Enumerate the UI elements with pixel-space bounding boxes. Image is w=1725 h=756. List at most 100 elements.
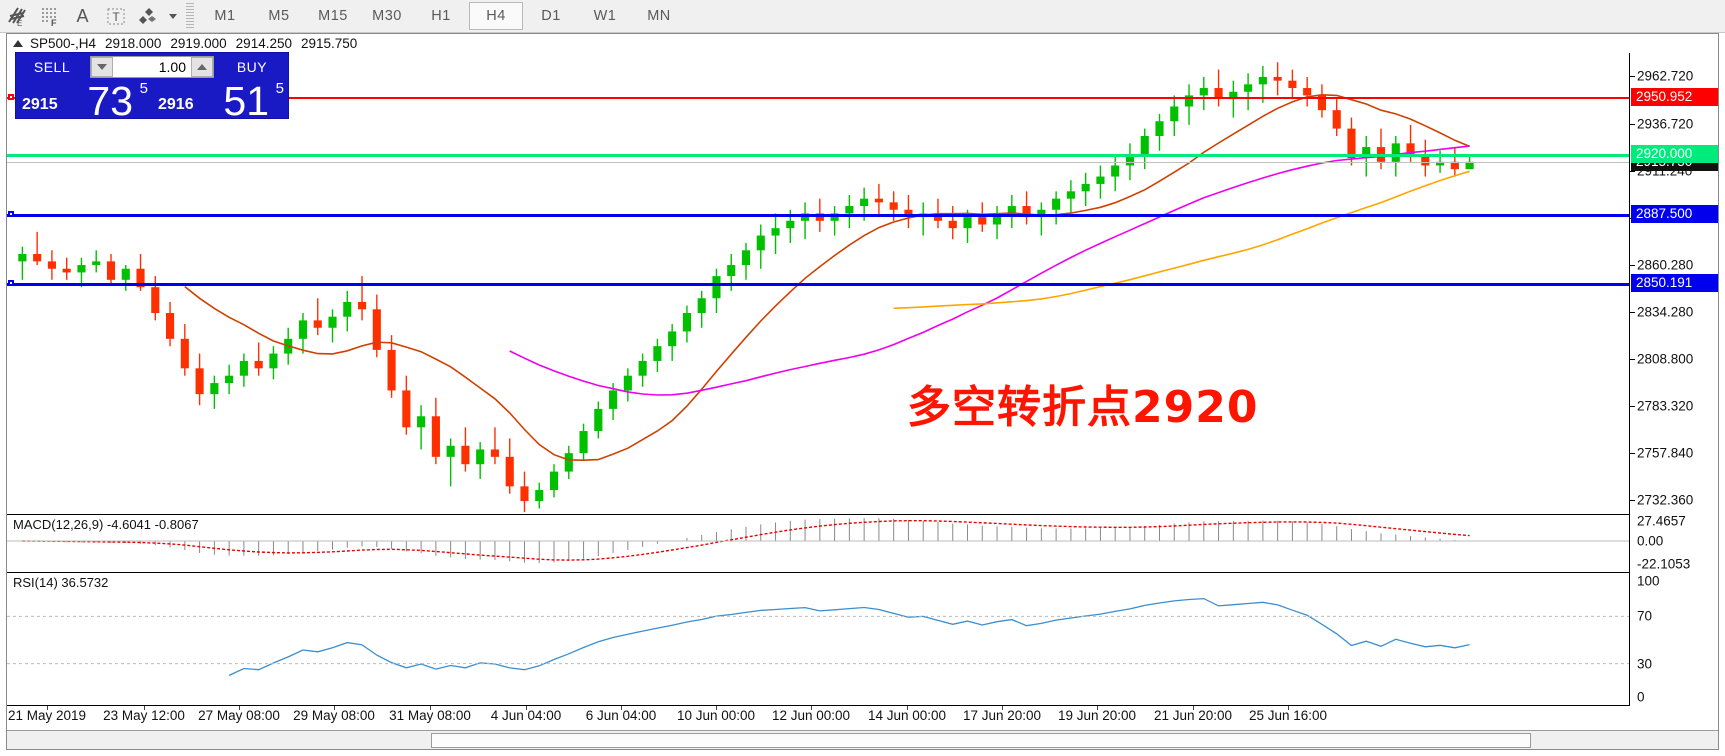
volume-increase-button[interactable] [191,57,213,77]
chevron-down-icon[interactable] [165,1,181,31]
sell-button[interactable]: SELL [33,59,71,75]
price-level-line-2950.952[interactable] [7,97,1630,100]
price-tick [1630,75,1635,77]
timeframe-m15[interactable]: M15 [318,8,348,24]
price-level-handle[interactable] [8,94,14,101]
time-tick-label: 31 May 08:00 [389,708,471,723]
rsi-tick-label: 0 [1637,689,1645,705]
buy-price-main: 51 [223,79,269,117]
price-level-handle[interactable] [8,211,14,218]
time-tick [1288,706,1289,710]
timeframe-group: M1 M5 M15 M30 H1 H4 D1 W1 MN [199,2,687,30]
grid-icon[interactable]: F [33,1,66,31]
macd-tick-label: -22.1053 [1637,556,1691,572]
price-level-line-2850.191[interactable] [7,283,1630,287]
time-tick [716,706,717,710]
price-level-label-2950.952[interactable]: 2950.952 [1631,88,1718,107]
timeframe-d1[interactable]: D1 [541,8,561,24]
time-tick [1002,706,1003,710]
rsi-canvas [7,597,1630,676]
price-scale[interactable]: 2962.7202936.7202911.2402885.7602860.280… [1629,53,1718,514]
time-tick-label: 29 May 08:00 [293,708,375,723]
svg-text:F: F [51,18,57,27]
sell-price[interactable]: 2915 73 5 [18,79,150,116]
rsi-pane[interactable]: RSI(14) 36.5732 [7,573,1630,706]
collapse-arrow-icon[interactable] [13,40,23,47]
price-tick-label: 2808.800 [1637,351,1694,367]
text-box-icon[interactable]: T [99,1,132,31]
chart-ohlc-line: SP500-,H4 2918.000 2919.000 2914.250 291… [7,34,1718,53]
sell-price-main: 73 [87,79,133,117]
volume-value[interactable]: 1.00 [113,57,191,77]
scrollbar-thumb[interactable] [431,733,1531,748]
objects-icon[interactable] [132,1,165,31]
macd-scale: 27.4657 0.00 -22.1053 [1629,513,1718,572]
indicators-icon[interactable]: E [0,1,33,31]
time-tick-label: 6 Jun 04:00 [585,708,657,723]
toolbar-separator [186,3,194,29]
one-click-trading-panel: SELL 1.00 BUY 2915 73 5 2916 51 5 [15,52,289,119]
trade-panel-prices: 2915 73 5 2916 51 5 [16,79,288,118]
rsi-scale: 100 70 30 0 [1629,573,1718,705]
ohlc-low: 2914.250 [235,36,292,51]
svg-text:E: E [17,19,22,27]
volume-input[interactable]: 1.00 [90,56,214,78]
time-tick [526,706,527,710]
time-tick [1097,706,1098,710]
price-tick-label: 2962.720 [1637,68,1694,84]
macd-tick-label: 27.4657 [1637,513,1686,529]
time-tick-label: 19 Jun 20:00 [1057,708,1137,723]
price-level-line-2920.000[interactable] [7,154,1630,158]
price-level-label-2920.000[interactable]: 2920.000 [1631,145,1718,164]
rsi-tick-label: 30 [1637,656,1653,672]
buy-button[interactable]: BUY [236,59,268,75]
last-price-line [7,162,1630,164]
timeframe-m30[interactable]: M30 [372,8,402,24]
price-tick [1630,264,1635,266]
time-tick [1193,706,1194,710]
macd-tick-label: 0.00 [1637,533,1664,549]
buy-price-prefix: 2916 [158,96,194,113]
price-level-line-2887.500[interactable] [7,214,1630,218]
price-level-handle[interactable] [8,280,14,287]
ohlc-high: 2919.000 [170,36,227,51]
timeframe-h1[interactable]: H1 [431,8,451,24]
macd-pane[interactable]: MACD(12,26,9) -4.6041 -0.8067 [7,515,1630,573]
timeframe-mn[interactable]: MN [647,8,671,24]
time-tick-label: 25 Jun 16:00 [1248,708,1328,723]
time-tick [907,706,908,710]
rsi-title: RSI(14) 36.5732 [13,575,109,590]
price-tick-label: 2783.320 [1637,398,1694,414]
main-toolbar: E F A T M1 M5 M15 M30 H1 H4 D1 W1 MN [0,0,1725,33]
volume-decrease-button[interactable] [91,57,113,77]
timeframe-m1[interactable]: M1 [214,8,236,24]
timeframe-w1[interactable]: W1 [593,8,617,24]
buy-price[interactable]: 2916 51 5 [154,79,286,116]
price-level-label-2887.500[interactable]: 2887.500 [1631,205,1718,224]
price-pane[interactable]: 多空转折点2920 [7,53,1630,515]
text-label-icon[interactable]: A [76,5,89,26]
ohlc-close: 2915.750 [300,36,358,51]
chart-window: SP500-,H4 2918.000 2919.000 2914.250 291… [6,33,1719,750]
price-tick [1630,500,1635,502]
timeframe-m5[interactable]: M5 [268,8,290,24]
horizontal-scrollbar[interactable] [7,730,1718,749]
time-tick [47,706,48,710]
macd-canvas [7,518,1630,564]
time-tick-label: 17 Jun 20:00 [962,708,1042,723]
timeframe-h4[interactable]: H4 [469,2,523,30]
price-tick-label: 2834.280 [1637,304,1694,320]
time-tick-label: 4 Jun 04:00 [490,708,562,723]
price-tick [1630,123,1635,125]
time-tick-label: 21 May 2019 [7,708,87,723]
time-axis[interactable]: 21 May 2019 23 May 12:00 27 May 08:00 29 Ma… [7,706,1718,728]
price-level-label-2850.191[interactable]: 2850.191 [1631,274,1718,293]
chart-annotation: 多空转折点2920 [907,382,1259,433]
trade-panel-top: SELL 1.00 BUY [16,53,288,79]
time-tick-label: 23 May 12:00 [103,708,185,723]
sell-price-fraction: 5 [139,80,148,97]
time-tick [621,706,622,710]
price-tick [1630,406,1635,408]
price-tick [1630,453,1635,455]
time-tick-label: 14 Jun 00:00 [867,708,947,723]
